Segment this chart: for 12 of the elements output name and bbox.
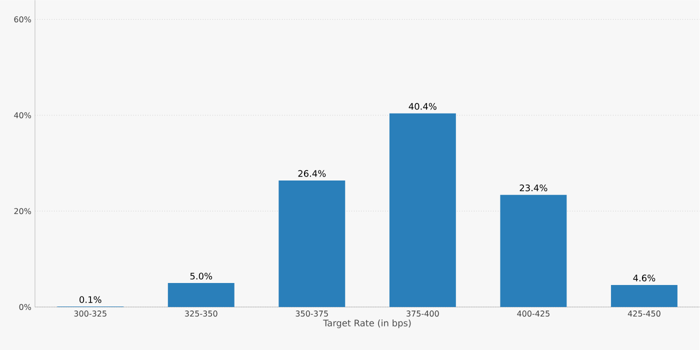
x-axis-title: Target Rate (in bps) — [323, 319, 411, 328]
bar — [610, 284, 678, 308]
data-label: 5.0% — [190, 272, 212, 280]
data-label: 26.4% — [298, 170, 326, 177]
data-label: 23.4% — [520, 184, 548, 192]
bar — [168, 283, 234, 308]
data-label: 0.1% — [80, 296, 102, 303]
data-label: 40.4% — [408, 102, 436, 110]
bar — [500, 194, 567, 308]
data-label: 4.6% — [633, 274, 656, 282]
bar — [278, 180, 346, 308]
bar — [389, 113, 456, 308]
